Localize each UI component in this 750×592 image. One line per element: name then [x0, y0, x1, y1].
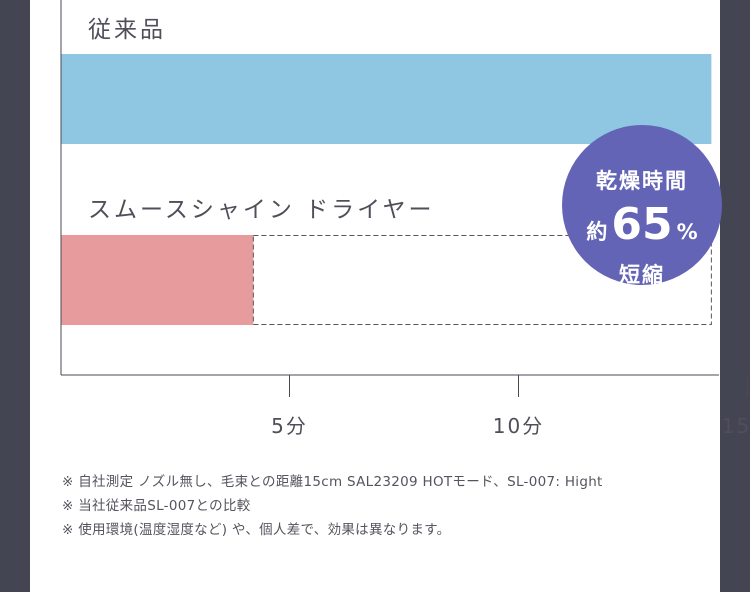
bar-conventional — [61, 54, 712, 144]
x-tick-label-10: 10分 — [492, 414, 545, 438]
badge-line1: 乾燥時間 — [596, 169, 688, 193]
reduction-badge: 乾燥時間 約 65 % 短縮 — [562, 125, 722, 287]
series-label-conventional: 従来品 — [88, 17, 166, 43]
badge-line3: 短縮 — [619, 263, 665, 287]
x-tick-label-5: 5分 — [271, 414, 308, 438]
note-2: ※ 当社従来品SL-007との比較 — [62, 498, 251, 514]
bar-smoothshine — [61, 235, 254, 325]
series-label-smoothshine: スムースシャイン ドライヤー — [88, 197, 435, 223]
badge-prefix: 約 — [586, 220, 608, 244]
badge-unit: % — [676, 220, 698, 244]
bar-chart — [60, 0, 719, 397]
note-1: ※ 自社測定 ノズル無し、毛束との距離15cm SAL23209 HOTモード、… — [62, 474, 603, 490]
note-3: ※ 使用環境(温度湿度など) や、個人差で、効果は異なります。 — [62, 522, 451, 538]
badge-line2: 約 65 % — [562, 199, 722, 250]
x-tick-label-15: 15分 — [721, 414, 750, 438]
badge-number: 65 — [611, 199, 673, 250]
reference-dashed-outline — [252, 235, 712, 325]
